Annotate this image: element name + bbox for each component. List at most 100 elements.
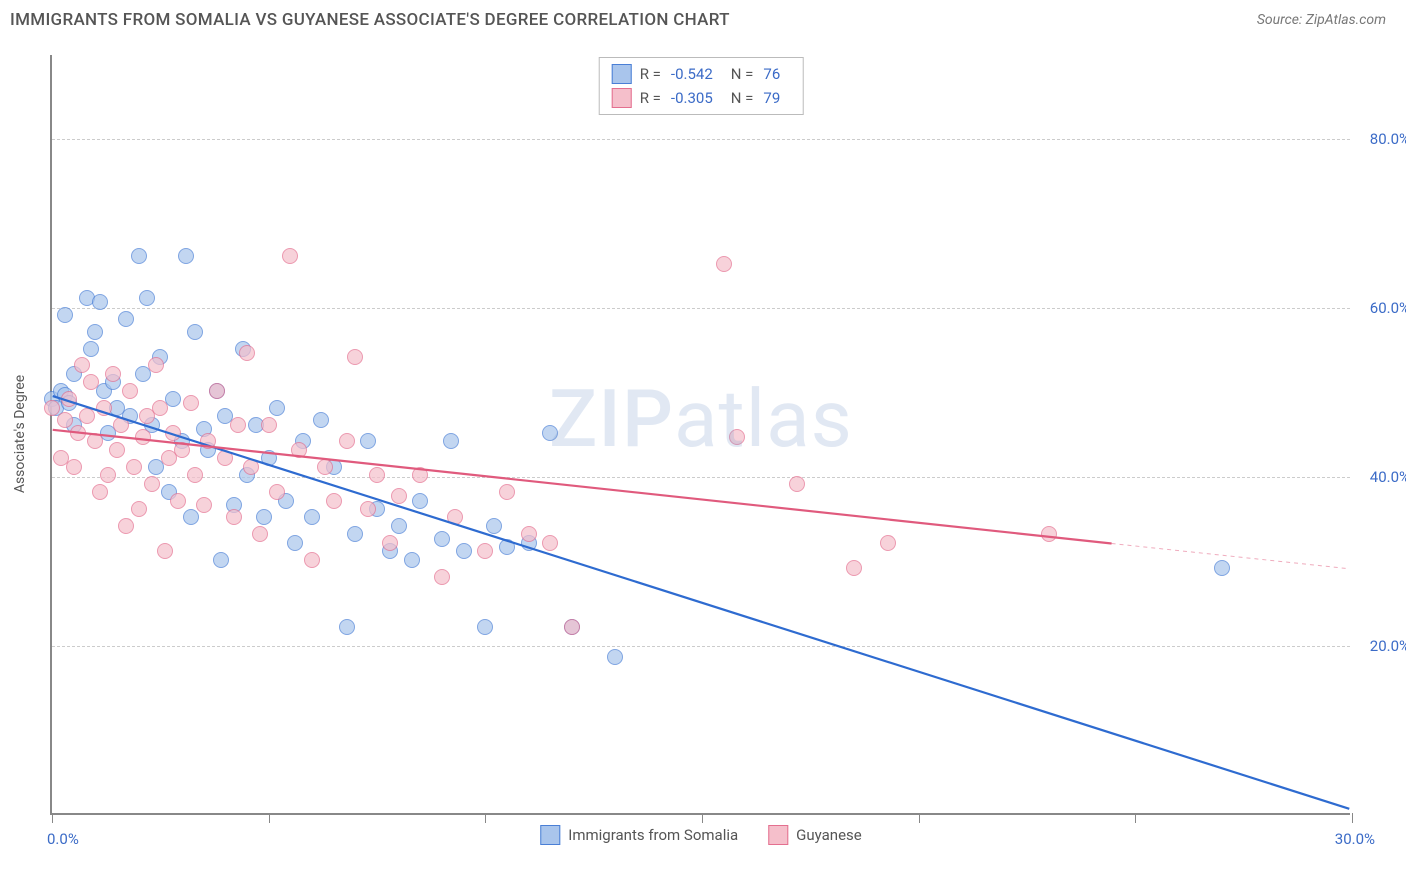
scatter-point: [213, 552, 229, 568]
scatter-point: [607, 649, 623, 665]
scatter-point: [261, 450, 277, 466]
scatter-point: [183, 509, 199, 525]
x-axis-tick: [919, 813, 920, 823]
watermark-zip: ZIP: [549, 372, 674, 466]
gridline: [52, 646, 1350, 647]
scatter-point: [391, 488, 407, 504]
scatter-point: [326, 493, 342, 509]
scatter-point: [1041, 526, 1057, 542]
scatter-point: [209, 383, 225, 399]
scatter-point: [61, 391, 77, 407]
scatter-point: [716, 256, 732, 272]
scatter-point: [174, 442, 190, 458]
scatter-point: [846, 560, 862, 576]
scatter-point: [729, 429, 745, 445]
header: IMMIGRANTS FROM SOMALIA VS GUYANESE ASSO…: [0, 0, 1406, 40]
scatter-point: [1214, 560, 1230, 576]
y-axis-tick-label: 20.0%: [1370, 637, 1406, 655]
scatter-point: [144, 476, 160, 492]
scatter-point: [131, 501, 147, 517]
scatter-point: [434, 531, 450, 547]
scatter-point: [200, 433, 216, 449]
source-attribution: Source: ZipAtlas.com: [1257, 12, 1386, 28]
scatter-point: [304, 552, 320, 568]
legend-label: Immigrants from Somalia: [568, 826, 738, 844]
scatter-point: [382, 535, 398, 551]
scatter-point: [880, 535, 896, 551]
legend-item: Immigrants from Somalia: [540, 825, 738, 845]
scatter-point: [304, 509, 320, 525]
correlation-legend: R = -0.542 N = 76 R = -0.305 N = 79: [599, 57, 804, 115]
scatter-point: [135, 429, 151, 445]
x-axis-tick: [52, 813, 53, 823]
scatter-point: [789, 476, 805, 492]
scatter-point: [261, 417, 277, 433]
legend-item: Guyanese: [768, 825, 862, 845]
scatter-point: [360, 433, 376, 449]
scatter-point: [226, 509, 242, 525]
scatter-point: [339, 433, 355, 449]
scatter-point: [187, 467, 203, 483]
scatter-point: [243, 459, 259, 475]
series-legend: Immigrants from Somalia Guyanese: [540, 825, 861, 845]
scatter-point: [499, 539, 515, 555]
scatter-point: [70, 425, 86, 441]
chart-container: ZIPatlas R = -0.542 N = 76 R = -0.305 N …: [50, 55, 1380, 845]
scatter-point: [434, 569, 450, 585]
chart-title: IMMIGRANTS FROM SOMALIA VS GUYANESE ASSO…: [10, 10, 730, 30]
legend-r-label: R =: [640, 65, 661, 83]
scatter-point: [317, 459, 333, 475]
scatter-point: [183, 395, 199, 411]
scatter-point: [126, 459, 142, 475]
scatter-point: [157, 543, 173, 559]
scatter-point: [347, 526, 363, 542]
y-axis-tick-label: 40.0%: [1370, 468, 1406, 486]
legend-row: R = -0.305 N = 79: [612, 86, 791, 110]
scatter-point: [105, 366, 121, 382]
gridline: [52, 139, 1350, 140]
gridline: [52, 308, 1350, 309]
scatter-point: [521, 526, 537, 542]
scatter-point: [369, 467, 385, 483]
scatter-point: [477, 619, 493, 635]
scatter-point: [287, 535, 303, 551]
scatter-point: [109, 442, 125, 458]
x-axis-tick: [1352, 813, 1353, 823]
x-axis-min-label: 0.0%: [47, 830, 79, 848]
scatter-point: [92, 484, 108, 500]
scatter-point: [230, 417, 246, 433]
scatter-point: [66, 459, 82, 475]
scatter-point: [217, 450, 233, 466]
scatter-point: [118, 311, 134, 327]
legend-swatch: [768, 825, 788, 845]
scatter-point: [456, 543, 472, 559]
scatter-point: [139, 290, 155, 306]
legend-swatch: [540, 825, 560, 845]
y-axis-tick-label: 80.0%: [1370, 130, 1406, 148]
x-axis-tick: [269, 813, 270, 823]
legend-swatch: [612, 88, 632, 108]
scatter-point: [404, 552, 420, 568]
scatter-point: [239, 345, 255, 361]
scatter-point: [178, 248, 194, 264]
y-axis-title: Associate's Degree: [12, 375, 28, 493]
legend-n-value: 76: [763, 65, 780, 83]
scatter-point: [282, 248, 298, 264]
scatter-point: [113, 417, 129, 433]
scatter-point: [499, 484, 515, 500]
scatter-point: [412, 493, 428, 509]
scatter-point: [148, 357, 164, 373]
watermark-atlas: atlas: [674, 372, 853, 466]
x-axis-max-label: 30.0%: [1335, 830, 1375, 848]
scatter-point: [291, 442, 307, 458]
scatter-point: [391, 518, 407, 534]
scatter-point: [152, 400, 168, 416]
scatter-point: [564, 619, 580, 635]
watermark: ZIPatlas: [549, 372, 853, 466]
scatter-point: [44, 400, 60, 416]
legend-r-label: R =: [640, 89, 661, 107]
scatter-point: [443, 433, 459, 449]
regression-line: [53, 396, 1350, 809]
scatter-point: [256, 509, 272, 525]
scatter-point: [187, 324, 203, 340]
